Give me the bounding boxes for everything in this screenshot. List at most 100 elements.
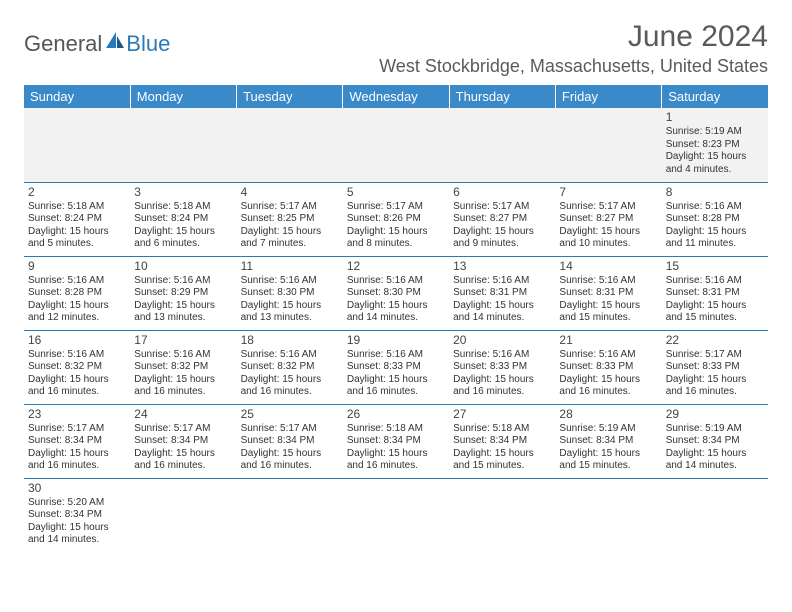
sunrise-line: Sunrise: 5:18 AM <box>28 201 126 214</box>
daylight-line: Daylight: 15 hours and 4 minutes. <box>666 151 764 176</box>
calendar-cell: 11Sunrise: 5:16 AMSunset: 8:30 PMDayligh… <box>237 256 343 330</box>
sunrise-line: Sunrise: 5:18 AM <box>134 201 232 214</box>
sunrise-line: Sunrise: 5:16 AM <box>453 275 551 288</box>
calendar-cell: 16Sunrise: 5:16 AMSunset: 8:32 PMDayligh… <box>24 330 130 404</box>
sunset-line: Sunset: 8:34 PM <box>559 435 657 448</box>
calendar-cell: 30Sunrise: 5:20 AMSunset: 8:34 PMDayligh… <box>24 478 130 552</box>
calendar-row: 9Sunrise: 5:16 AMSunset: 8:28 PMDaylight… <box>24 256 768 330</box>
daylight-line: Daylight: 15 hours and 16 minutes. <box>28 374 126 399</box>
day-header: Wednesday <box>343 85 449 108</box>
sunrise-line: Sunrise: 5:17 AM <box>134 423 232 436</box>
sunset-line: Sunset: 8:26 PM <box>347 213 445 226</box>
daylight-line: Daylight: 15 hours and 16 minutes. <box>134 448 232 473</box>
calendar-cell <box>130 478 236 552</box>
day-number: 18 <box>241 333 339 348</box>
daylight-line: Daylight: 15 hours and 9 minutes. <box>453 226 551 251</box>
calendar-cell: 25Sunrise: 5:17 AMSunset: 8:34 PMDayligh… <box>237 404 343 478</box>
sunrise-line: Sunrise: 5:16 AM <box>241 275 339 288</box>
day-number: 2 <box>28 185 126 200</box>
calendar-cell <box>237 478 343 552</box>
calendar-cell <box>449 478 555 552</box>
daylight-line: Daylight: 15 hours and 15 minutes. <box>453 448 551 473</box>
calendar-cell: 15Sunrise: 5:16 AMSunset: 8:31 PMDayligh… <box>662 256 768 330</box>
sunset-line: Sunset: 8:30 PM <box>241 287 339 300</box>
calendar-cell: 24Sunrise: 5:17 AMSunset: 8:34 PMDayligh… <box>130 404 236 478</box>
calendar-cell <box>343 478 449 552</box>
daylight-line: Daylight: 15 hours and 12 minutes. <box>28 300 126 325</box>
daylight-line: Daylight: 15 hours and 16 minutes. <box>559 374 657 399</box>
sunset-line: Sunset: 8:34 PM <box>28 509 126 522</box>
calendar-row: 16Sunrise: 5:16 AMSunset: 8:32 PMDayligh… <box>24 330 768 404</box>
day-number: 6 <box>453 185 551 200</box>
sunset-line: Sunset: 8:33 PM <box>666 361 764 374</box>
sunrise-line: Sunrise: 5:18 AM <box>347 423 445 436</box>
sunset-line: Sunset: 8:23 PM <box>666 139 764 152</box>
calendar-cell: 23Sunrise: 5:17 AMSunset: 8:34 PMDayligh… <box>24 404 130 478</box>
daylight-line: Daylight: 15 hours and 10 minutes. <box>559 226 657 251</box>
sunset-line: Sunset: 8:24 PM <box>28 213 126 226</box>
logo-sail-icon <box>104 30 126 57</box>
day-number: 8 <box>666 185 764 200</box>
sunrise-line: Sunrise: 5:16 AM <box>666 201 764 214</box>
day-header: Sunday <box>24 85 130 108</box>
sunrise-line: Sunrise: 5:16 AM <box>453 349 551 362</box>
calendar-cell <box>555 108 661 182</box>
sunset-line: Sunset: 8:25 PM <box>241 213 339 226</box>
day-number: 23 <box>28 407 126 422</box>
day-number: 14 <box>559 259 657 274</box>
calendar-cell: 3Sunrise: 5:18 AMSunset: 8:24 PMDaylight… <box>130 182 236 256</box>
title-block: June 2024 West Stockbridge, Massachusett… <box>379 20 768 77</box>
day-number: 7 <box>559 185 657 200</box>
calendar-cell: 9Sunrise: 5:16 AMSunset: 8:28 PMDaylight… <box>24 256 130 330</box>
calendar-cell: 8Sunrise: 5:16 AMSunset: 8:28 PMDaylight… <box>662 182 768 256</box>
calendar-cell: 17Sunrise: 5:16 AMSunset: 8:32 PMDayligh… <box>130 330 236 404</box>
calendar-cell: 21Sunrise: 5:16 AMSunset: 8:33 PMDayligh… <box>555 330 661 404</box>
sunset-line: Sunset: 8:29 PM <box>134 287 232 300</box>
sunset-line: Sunset: 8:34 PM <box>241 435 339 448</box>
calendar-cell: 27Sunrise: 5:18 AMSunset: 8:34 PMDayligh… <box>449 404 555 478</box>
sunrise-line: Sunrise: 5:18 AM <box>453 423 551 436</box>
sunset-line: Sunset: 8:28 PM <box>28 287 126 300</box>
daylight-line: Daylight: 15 hours and 15 minutes. <box>559 448 657 473</box>
logo-text-blue: Blue <box>126 31 170 57</box>
daylight-line: Daylight: 15 hours and 13 minutes. <box>241 300 339 325</box>
calendar-cell: 12Sunrise: 5:16 AMSunset: 8:30 PMDayligh… <box>343 256 449 330</box>
calendar-cell <box>237 108 343 182</box>
sunrise-line: Sunrise: 5:16 AM <box>134 349 232 362</box>
day-number: 13 <box>453 259 551 274</box>
calendar-cell <box>662 478 768 552</box>
day-number: 21 <box>559 333 657 348</box>
daylight-line: Daylight: 15 hours and 16 minutes. <box>28 448 126 473</box>
daylight-line: Daylight: 15 hours and 16 minutes. <box>241 448 339 473</box>
calendar-cell <box>449 108 555 182</box>
day-number: 27 <box>453 407 551 422</box>
sunrise-line: Sunrise: 5:16 AM <box>347 349 445 362</box>
day-number: 25 <box>241 407 339 422</box>
day-number: 19 <box>347 333 445 348</box>
sunrise-line: Sunrise: 5:16 AM <box>559 349 657 362</box>
sunrise-line: Sunrise: 5:19 AM <box>666 423 764 436</box>
sunrise-line: Sunrise: 5:17 AM <box>241 423 339 436</box>
sunset-line: Sunset: 8:34 PM <box>666 435 764 448</box>
calendar-cell: 28Sunrise: 5:19 AMSunset: 8:34 PMDayligh… <box>555 404 661 478</box>
daylight-line: Daylight: 15 hours and 14 minutes. <box>28 522 126 547</box>
sunset-line: Sunset: 8:31 PM <box>453 287 551 300</box>
day-header: Monday <box>130 85 236 108</box>
daylight-line: Daylight: 15 hours and 16 minutes. <box>134 374 232 399</box>
sunrise-line: Sunrise: 5:17 AM <box>453 201 551 214</box>
day-header: Tuesday <box>237 85 343 108</box>
daylight-line: Daylight: 15 hours and 15 minutes. <box>666 300 764 325</box>
day-number: 9 <box>28 259 126 274</box>
calendar-cell: 13Sunrise: 5:16 AMSunset: 8:31 PMDayligh… <box>449 256 555 330</box>
calendar-cell: 6Sunrise: 5:17 AMSunset: 8:27 PMDaylight… <box>449 182 555 256</box>
day-header: Friday <box>555 85 661 108</box>
day-number: 22 <box>666 333 764 348</box>
calendar-cell: 22Sunrise: 5:17 AMSunset: 8:33 PMDayligh… <box>662 330 768 404</box>
daylight-line: Daylight: 15 hours and 13 minutes. <box>134 300 232 325</box>
sunrise-line: Sunrise: 5:16 AM <box>666 275 764 288</box>
daylight-line: Daylight: 15 hours and 16 minutes. <box>347 374 445 399</box>
sunrise-line: Sunrise: 5:17 AM <box>559 201 657 214</box>
sunrise-line: Sunrise: 5:19 AM <box>559 423 657 436</box>
day-number: 20 <box>453 333 551 348</box>
sunrise-line: Sunrise: 5:16 AM <box>134 275 232 288</box>
